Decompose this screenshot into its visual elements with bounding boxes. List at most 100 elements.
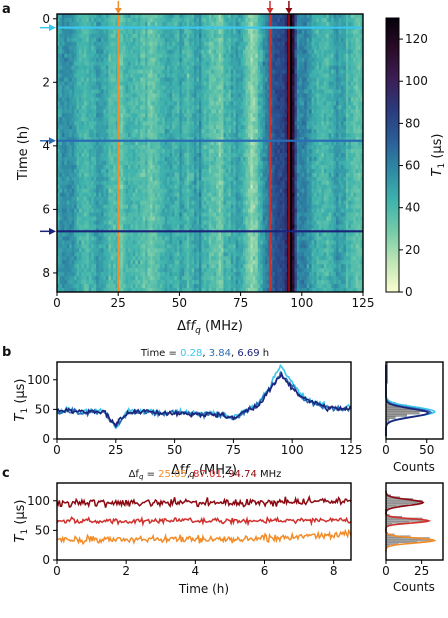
heatmap-cell (142, 272, 146, 277)
heatmap-cell (93, 105, 97, 110)
heatmap-cell (152, 41, 156, 47)
heatmap-cell (213, 145, 217, 150)
heatmap-cell (201, 272, 205, 277)
heatmap-cell (132, 252, 136, 257)
heatmap-cell (162, 141, 166, 146)
heatmap-cell (211, 220, 215, 226)
heatmap-cell (164, 121, 168, 126)
heatmap-cell (135, 117, 139, 122)
heatmap-cell (98, 21, 102, 27)
heatmap-cell (59, 216, 63, 222)
heatmap-cell (211, 53, 215, 59)
heatmap-cell (123, 145, 127, 150)
heatmap-cell (145, 212, 149, 218)
heatmap-cell (213, 288, 217, 292)
heatmap-cell (211, 248, 215, 253)
heatmap-cell (206, 137, 210, 142)
heatmap-cell (218, 49, 222, 55)
heatmap-cell (81, 45, 85, 51)
heatmap-cell (81, 65, 85, 71)
heatmap-cell (91, 196, 95, 202)
heatmap-cell (223, 125, 227, 130)
heatmap-cell (79, 41, 83, 47)
heatmap-cell (101, 17, 105, 23)
heatmap-cell (118, 196, 122, 202)
heatmap-cell (225, 212, 229, 218)
heatmap-cell (135, 236, 139, 241)
heatmap-cell (137, 208, 141, 214)
heatmap-cell (181, 149, 185, 154)
heatmap-cell (152, 276, 156, 281)
heatmap-cell (88, 77, 92, 83)
heatmap-cell (101, 85, 105, 91)
heatmap-cell (203, 248, 207, 253)
heatmap-cell (118, 244, 122, 249)
heatmap-cell (125, 153, 129, 158)
heatmap-cell (86, 141, 90, 146)
heatmap-cell (147, 244, 151, 249)
heatmap-cell (176, 284, 180, 289)
heatmap-cell (88, 121, 92, 126)
heatmap-cell (221, 264, 225, 269)
heatmap-cell (83, 160, 87, 166)
heatmap-cell (167, 85, 171, 91)
heatmap-cell (64, 264, 68, 269)
heatmap-cell (225, 105, 229, 110)
heatmap-cell (64, 125, 68, 130)
heatmap-cell (110, 21, 114, 27)
heatmap-cell (88, 133, 92, 138)
heatmap-cell (184, 125, 188, 130)
heatmap-cell (103, 21, 107, 27)
heatmap-cell (59, 33, 63, 39)
heatmap-cell (162, 252, 166, 257)
heatmap-cell (152, 93, 156, 98)
heatmap-cell (152, 65, 156, 71)
heatmap-cell (211, 172, 215, 178)
heatmap-cell (184, 164, 188, 170)
heatmap-cell (211, 188, 215, 194)
heatmap-cell (120, 216, 124, 222)
heatmap-cell (206, 204, 210, 210)
heatmap-cell (123, 156, 127, 162)
heatmap-cell (181, 204, 185, 210)
heatmap-cell (83, 156, 87, 162)
heatmap-cell (174, 288, 178, 292)
heatmap-cell (152, 288, 156, 292)
heatmap-cell (198, 236, 203, 241)
heatmap-cell (130, 97, 134, 102)
heatmap-cell (230, 57, 234, 63)
heatmap-cell (137, 276, 141, 281)
heatmap-cell (218, 256, 222, 261)
heatmap-cell (150, 85, 154, 91)
heatmap-cell (96, 77, 100, 83)
heatmap-cell (159, 113, 163, 118)
heatmap-cell (223, 220, 227, 226)
heatmap-cell (228, 41, 232, 47)
heatmap-cell (83, 236, 87, 241)
heatmap-cell (132, 172, 136, 178)
heatmap-cell (130, 200, 134, 206)
heatmap-cell (103, 188, 107, 194)
heatmap-cell (108, 137, 112, 142)
heatmap-cell (216, 37, 220, 43)
heatmap-cell (123, 53, 127, 59)
heatmap-cell (162, 41, 166, 47)
heatmap-cell (101, 288, 105, 292)
heatmap-cell (191, 252, 195, 257)
heatmap-cell (176, 113, 180, 118)
heatmap-cell (130, 256, 134, 261)
heatmap-cell (203, 33, 207, 39)
heatmap-cell (130, 14, 134, 19)
heatmap-cell (76, 212, 80, 218)
heatmap-cell (93, 101, 97, 106)
heatmap-cell (66, 232, 70, 237)
heatmap-cell (96, 252, 100, 257)
heatmap-cell (98, 168, 102, 174)
heatmap-cell (172, 260, 176, 265)
heatmap-cell (203, 133, 207, 138)
heatmap-cell (157, 288, 161, 292)
heatmap-cell (208, 49, 212, 55)
heatmap-cell (186, 17, 190, 23)
heatmap-cell (103, 109, 107, 114)
heatmap-cell (66, 288, 70, 292)
